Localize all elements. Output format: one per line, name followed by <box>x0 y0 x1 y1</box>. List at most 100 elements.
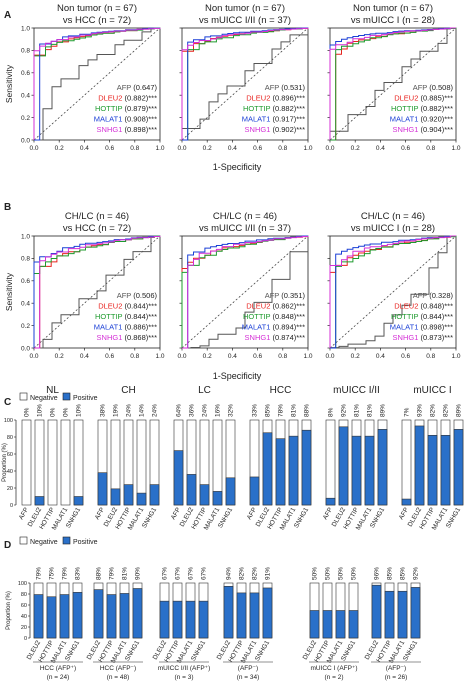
legend-auc: (0.898)*** <box>420 323 453 332</box>
c-bar-percent: 24% <box>152 404 159 417</box>
d-bar-positive <box>93 589 104 639</box>
c-bar-percent: 81% <box>367 404 374 417</box>
c-bar-percent: 19% <box>113 404 120 417</box>
c-bar-percent: 0% <box>24 407 31 417</box>
legend-entry: AFP (0.531) <box>265 83 306 92</box>
x-tick-label: 0.8 <box>278 353 287 360</box>
d-bar-positive <box>348 610 359 639</box>
legend-positive-label: Positive <box>73 395 98 402</box>
c-bar-positive <box>262 432 273 506</box>
legend-marker-name: MALAT1 <box>390 323 421 332</box>
legend-entry: MALAT1 (0.886)*** <box>94 323 157 332</box>
legend-entry: MALAT1 (0.917)*** <box>242 115 305 124</box>
d-bar-percent: 79% <box>109 567 116 580</box>
c-bar-positive <box>453 429 464 506</box>
legend-auc: (0.328) <box>429 291 453 300</box>
legend-auc: (0.508) <box>429 83 453 92</box>
roc-subtitle: vs mUICC I (n = 28) <box>351 15 435 26</box>
legend-marker-name: HOTTIP <box>243 104 272 113</box>
d-group-label: HCC (AFP⁻) <box>100 665 136 672</box>
legend-marker-name: SNHG1 <box>245 333 273 342</box>
x-tick-label: 0.2 <box>351 145 360 152</box>
c-group-title: mUICC I/II <box>333 385 380 396</box>
c-bar-positive <box>110 488 121 506</box>
roc-curve-afp <box>181 28 309 140</box>
c-bar-percent: 16% <box>215 404 222 417</box>
x-tick-label: 0.4 <box>80 145 89 152</box>
c-bar-positive <box>351 435 362 506</box>
legend-marker-name: SNHG1 <box>97 125 125 134</box>
d-bar-positive <box>185 600 196 639</box>
legend-auc: (0.904)*** <box>420 125 453 134</box>
c-bar-percent: 64% <box>176 404 183 417</box>
c-bar-percent: 78% <box>278 404 285 417</box>
x-tick-label: 0.0 <box>177 353 186 360</box>
roc-curve-snhg1 <box>181 27 309 140</box>
d-group-label: (AFP⁻) <box>386 665 406 672</box>
d-bar-percent: 96% <box>374 567 381 580</box>
c-bar-positive <box>136 492 147 506</box>
roc-curve-afp <box>329 235 456 349</box>
c-group-title: CH <box>121 385 135 396</box>
roc-title: CH/LC (n = 46) <box>65 211 129 222</box>
legend-entry: DLEU2 (0.848)*** <box>394 302 453 311</box>
legend-auc: (0.873)*** <box>420 333 453 342</box>
d-y-tick-label: 0 <box>24 636 27 642</box>
legend-auc: (0.862)*** <box>272 302 305 311</box>
legend-entry: AFP (0.351) <box>265 291 306 300</box>
roc-panel: Non tumor (n = 67)vs mUICC I/II (n = 37)… <box>177 3 312 152</box>
legend-marker-name: SNHG1 <box>393 125 421 134</box>
y-tick-label: 0.2 <box>21 323 30 330</box>
d-bar-positive <box>46 596 57 639</box>
panel-letter: A <box>4 10 11 21</box>
c-bar-positive <box>249 476 260 506</box>
d-group-label: mUICC I (AFP⁺) <box>310 665 357 672</box>
x-tick-label: 0.8 <box>130 353 139 360</box>
legend-auc: (0.879)*** <box>124 104 157 113</box>
roc-subtitle: vs mUICC I (n = 28) <box>351 223 435 234</box>
c-bar-percent: 24% <box>202 404 209 417</box>
c-bar-positive <box>377 429 388 506</box>
d-group-n: (n = 3) <box>175 674 194 681</box>
c-group-title: mUICC I <box>413 385 451 396</box>
legend-auc: (0.647) <box>133 83 157 92</box>
c-y-tick-label: 60 <box>7 452 13 458</box>
c-y-tick-label: 0 <box>10 503 13 509</box>
legend-entry: DLEU2 (0.862)*** <box>246 302 305 311</box>
d-bar-percent: 88% <box>96 567 103 580</box>
d-group-n: (n = 34) <box>237 674 260 681</box>
c-bar-negative <box>21 419 32 506</box>
c-bar-positive <box>149 484 160 506</box>
c-bar-positive <box>275 438 286 506</box>
c-bar-percent: 10% <box>37 404 44 417</box>
c-bar-percent: 82% <box>430 404 437 417</box>
legend-entry: HOTTIP (0.848)*** <box>243 312 305 321</box>
c-bar-percent: 7% <box>404 407 411 417</box>
d-bar-percent: 83% <box>75 567 82 580</box>
x-tick-label: 1.0 <box>451 353 460 360</box>
d-bar-positive <box>262 587 273 639</box>
c-bar-marker-label: AFP <box>398 507 410 521</box>
legend-auc: (0.848)*** <box>272 312 305 321</box>
x-tick-label: 0.6 <box>105 353 114 360</box>
x-tick-label: 0.8 <box>130 145 139 152</box>
d-bar-percent: 92% <box>413 567 420 580</box>
c-bar-percent: 8% <box>328 407 335 417</box>
y-tick-label: 0.8 <box>21 256 30 263</box>
legend-entry: SNHG1 (0.902)*** <box>245 125 306 134</box>
c-group-title: LC <box>198 385 211 396</box>
x-tick-label: 0.4 <box>80 353 89 360</box>
legend-entry: MALAT1 (0.898)*** <box>390 323 453 332</box>
legend-negative-swatch <box>19 536 28 545</box>
x-tick-label: 1.0 <box>155 145 164 152</box>
d-bar-positive <box>106 594 117 639</box>
legend-marker-name: HOTTIP <box>391 312 420 321</box>
d-y-tick-label: 20 <box>21 625 27 631</box>
c-bar-negative <box>325 419 336 506</box>
legend-entry: HOTTIP (0.844)*** <box>391 312 453 321</box>
legend-entry: HOTTIP (0.844)*** <box>95 312 157 321</box>
d-bar-percent: 50% <box>351 567 358 580</box>
c-bar-negative <box>136 419 147 506</box>
c-bar-percent: 10% <box>76 404 83 417</box>
